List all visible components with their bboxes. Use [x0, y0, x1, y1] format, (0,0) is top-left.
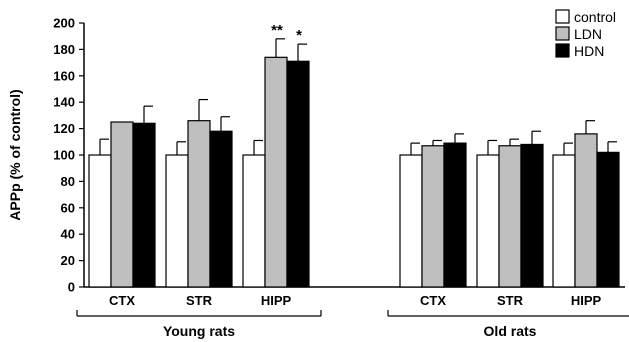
significance-marker: * — [296, 27, 302, 44]
y-tick-label: 20 — [61, 253, 75, 268]
x-category-label: CTX — [109, 293, 135, 308]
axes — [76, 22, 629, 317]
y-tick-label: 0 — [68, 280, 75, 295]
y-tick-label: 60 — [61, 200, 75, 215]
bar-hdn — [286, 60, 310, 288]
bar-control — [476, 154, 500, 288]
y-tick-label: 80 — [61, 174, 75, 189]
y-tick-label: 40 — [61, 227, 75, 242]
bar-hdn — [596, 151, 620, 288]
labels: 0 20 40 60 80 100 120 140 160 180 200 APPp (% of co… — [7, 16, 601, 340]
y-tick-label: 160 — [53, 68, 75, 83]
legend-label: control — [574, 9, 616, 25]
bar-control — [242, 154, 266, 288]
bar-control — [399, 154, 423, 288]
y-axis-title: APPp (% of control) — [7, 89, 23, 220]
y-tick-label: 180 — [53, 42, 75, 57]
bar-hdn — [209, 130, 233, 288]
x-category-label: STR — [186, 293, 213, 308]
group-label: Old rats — [484, 323, 537, 339]
bar-hdn — [132, 122, 156, 288]
bar-ldn — [110, 121, 134, 288]
y-tick-label: 140 — [53, 95, 75, 110]
y-tick-label: 100 — [53, 148, 75, 163]
x-category-label: HIPP — [261, 293, 292, 308]
bar-control — [88, 154, 112, 288]
y-tick-label: 120 — [53, 121, 75, 136]
y-tick-label: 200 — [53, 16, 75, 31]
bar-hdn — [443, 142, 467, 288]
legend-swatch-control — [555, 9, 570, 24]
x-category-label: CTX — [420, 293, 446, 308]
legend-label: LDN — [574, 26, 602, 42]
bar-ldn — [574, 133, 598, 288]
x-category-label: HIPP — [571, 293, 602, 308]
bar-ldn — [421, 145, 445, 288]
bar-ldn — [498, 145, 522, 288]
bar-control — [552, 154, 576, 288]
significance-marker: ** — [271, 22, 283, 39]
bar-ldn — [264, 56, 288, 288]
bar-ldn — [187, 120, 211, 288]
group-label: Young rats — [163, 323, 235, 339]
bar-hdn — [520, 143, 544, 288]
legend-label: HDN — [574, 43, 604, 59]
legend-swatch-hdn — [555, 43, 570, 58]
legend-swatch-ldn — [555, 26, 570, 41]
bars — [88, 38, 620, 288]
x-category-label: STR — [497, 293, 524, 308]
bar-control — [165, 154, 189, 288]
